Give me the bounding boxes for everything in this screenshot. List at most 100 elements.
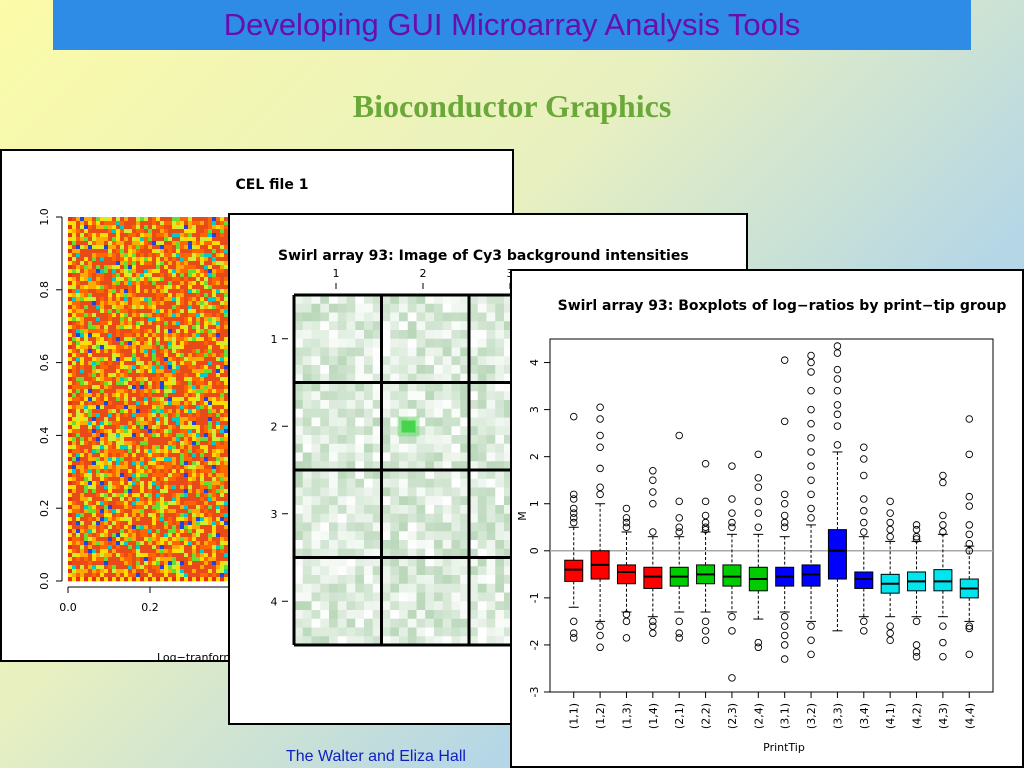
box-(2,2) — [696, 459, 716, 644]
cel-file-title: CEL file 1 — [236, 177, 309, 193]
box-(3,2) — [801, 351, 821, 659]
x-tick-label: (3,1) — [779, 703, 792, 729]
box-rect — [854, 571, 874, 589]
boxplot-chart: Swirl array 93: Boxplots of log−ratios b… — [516, 298, 1006, 754]
x-tick-label: (2,3) — [726, 703, 739, 729]
outlier-point — [833, 422, 842, 430]
outlier-point — [622, 610, 631, 619]
box-(1,3) — [616, 504, 636, 642]
box-rect — [564, 559, 584, 582]
outlier-point — [701, 511, 710, 520]
x-tick-label: (4,2) — [911, 703, 924, 729]
outlier-point — [807, 387, 815, 395]
outlier-point — [912, 617, 921, 626]
outlier-point — [912, 648, 921, 656]
outlier-point — [886, 518, 894, 527]
x-tick-label: (4,1) — [884, 703, 897, 729]
outlier-point — [569, 495, 578, 503]
cy3-top-tick-label: 1 — [333, 267, 340, 280]
outlier-point — [701, 627, 710, 635]
y-tick-label: 2 — [528, 453, 541, 460]
outlier-point — [596, 431, 604, 440]
outlier-point — [807, 636, 815, 644]
y-tick-label: -3 — [528, 687, 541, 698]
x-tick-label: (3,3) — [831, 703, 844, 729]
outlier-point — [780, 511, 789, 520]
cy3-title: Swirl array 93: Image of Cy3 background … — [278, 248, 689, 264]
outlier-point — [622, 518, 631, 527]
outlier-point — [886, 497, 894, 506]
outlier-point — [701, 523, 710, 532]
boxplot-y-axis: -3 -2 -1 0 1 2 3 4 — [528, 359, 993, 697]
outlier-point — [886, 532, 894, 541]
x-tick-label: (1,3) — [620, 703, 633, 729]
boxplot-frame — [549, 338, 994, 693]
outlier-point — [807, 351, 815, 360]
x-tick-label: (1,1) — [568, 703, 581, 729]
x-tick-label: (4,3) — [937, 703, 950, 729]
cel-y-tick-label: 0.8 — [38, 281, 51, 299]
boxplot-xlabel: PrintTip — [763, 741, 805, 754]
outlier-point — [860, 528, 868, 536]
outlier-point — [649, 528, 657, 536]
outlier-point — [860, 455, 868, 463]
outlier-point — [675, 629, 683, 637]
outlier-point — [569, 509, 578, 517]
cel-y-tick-label: 0.0 — [38, 572, 51, 590]
outlier-point — [912, 525, 921, 534]
outlier-point — [939, 638, 947, 647]
outlier-point — [569, 504, 578, 513]
cel-xlabel: Log−tranform — [157, 651, 234, 662]
outlier-point — [965, 624, 974, 633]
outlier-point — [675, 617, 683, 626]
box-(4,3) — [933, 471, 953, 661]
cy3-left-tick-label: 2 — [271, 420, 278, 433]
x-tick-label: (3,2) — [805, 703, 818, 729]
outlier-point — [754, 450, 763, 459]
outlier-point — [569, 518, 578, 527]
outlier-point — [912, 641, 921, 649]
outlier-point — [860, 617, 868, 626]
outlier-point — [754, 509, 763, 517]
cel-y-tick-label: 0.6 — [38, 354, 51, 372]
outlier-point — [701, 636, 710, 644]
outlier-point — [886, 636, 894, 644]
outlier-point — [596, 643, 604, 652]
slide-subtitle: Bioconductor Graphics — [352, 88, 672, 124]
outlier-point — [780, 631, 789, 640]
outlier-point — [860, 627, 868, 635]
cy3-left-axis: 1 2 3 4 — [271, 333, 288, 608]
box-(2,3) — [722, 462, 742, 682]
outlier-point — [807, 419, 815, 428]
outlier-point — [701, 525, 710, 534]
outlier-point — [965, 521, 974, 529]
outlier-point — [596, 415, 604, 423]
outlier-point — [833, 375, 842, 383]
outlier-point — [754, 523, 763, 532]
box-rect — [616, 564, 636, 585]
x-tick-label: (2,2) — [700, 703, 713, 729]
outlier-point — [833, 365, 842, 374]
outlier-point — [807, 434, 815, 442]
outlier-point — [728, 495, 736, 503]
outlier-point — [596, 403, 604, 411]
outlier-point — [860, 471, 868, 480]
cel-y-tick-label: 0.2 — [38, 499, 51, 517]
box-rect — [827, 529, 847, 580]
outlier-point — [569, 412, 578, 421]
outlier-point — [860, 443, 868, 452]
outlier-point — [965, 622, 974, 630]
outlier-point — [965, 492, 974, 501]
outlier-point — [965, 650, 974, 659]
outlier-point — [833, 387, 842, 395]
outlier-point — [807, 650, 815, 659]
cy3-left-tick-label: 1 — [271, 333, 278, 346]
outlier-point — [649, 499, 657, 508]
box-rect — [643, 566, 663, 589]
outlier-point — [912, 652, 921, 661]
outlier-point — [833, 342, 842, 350]
cy3-top-tick-label: 2 — [420, 267, 427, 280]
outlier-point — [912, 521, 921, 529]
cel-heatmap — [68, 217, 249, 582]
outlier-point — [807, 405, 815, 414]
